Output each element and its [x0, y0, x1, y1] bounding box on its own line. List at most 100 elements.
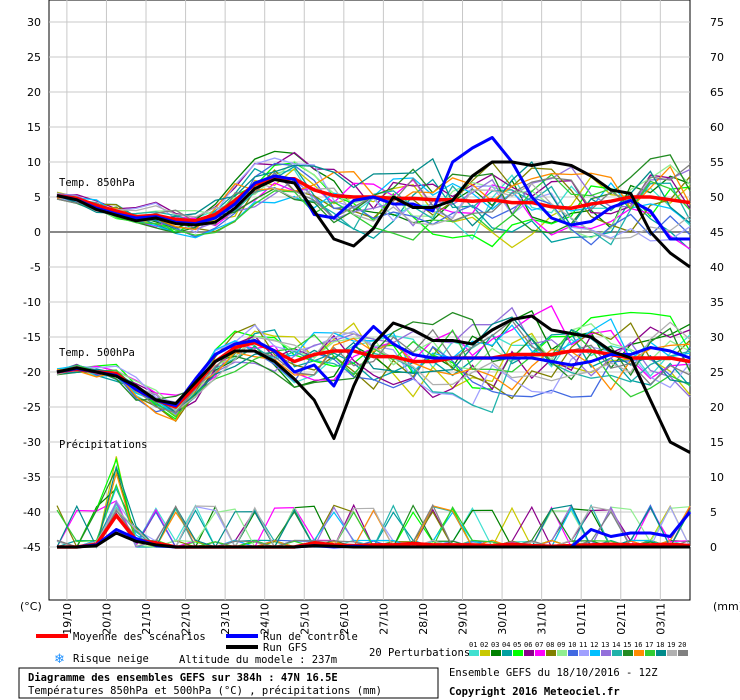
perturbation-number: 16 — [634, 641, 642, 649]
perturbation-number: 11 — [579, 641, 587, 649]
chart-title: Diagramme des ensembles GEFS sur 384h : … — [28, 672, 338, 684]
perturbation-number: 10 — [568, 641, 576, 649]
left-tick-label: -5 — [30, 261, 41, 274]
perturbation-number: 01 — [469, 641, 477, 649]
legend-gfs-label: Run GFS — [263, 642, 307, 654]
left-tick-label: -30 — [23, 436, 41, 449]
x-tick-label: 24/10 — [259, 603, 272, 635]
right-tick-label: 75 — [710, 16, 724, 29]
right-tick-label: 70 — [710, 51, 724, 64]
perturbation-swatch — [535, 650, 545, 656]
main-series-lines — [56, 136, 692, 549]
legend-snow-label: Risque neige — [73, 653, 149, 665]
copyright: Copyright 2016 Meteociel.fr — [449, 686, 620, 698]
perturbation-swatch — [469, 650, 479, 656]
precip-label: Précipitations — [59, 439, 148, 451]
x-tick-label: 25/10 — [298, 603, 311, 635]
perturbation-swatch — [513, 650, 523, 656]
left-tick-label: -40 — [23, 506, 41, 519]
title-box — [18, 667, 439, 699]
right-unit: (mm) — [713, 600, 740, 613]
left-tick-label: -35 — [23, 471, 41, 484]
right-tick-label: 60 — [710, 121, 724, 134]
t850-label: Temp. 850hPa — [59, 177, 135, 189]
x-tick-label: 26/10 — [338, 603, 351, 635]
right-tick-label: 25 — [710, 366, 724, 379]
left-tick-label: -15 — [23, 331, 41, 344]
perturbation-line — [56, 180, 691, 240]
series-line-t850 — [56, 160, 691, 269]
right-tick-label: 5 — [710, 506, 717, 519]
x-tick-label: 27/10 — [377, 603, 390, 635]
perturbation-number: 14 — [612, 641, 620, 649]
perturbation-number: 04 — [502, 641, 510, 649]
perturbation-number: 07 — [535, 641, 543, 649]
perturbation-line — [56, 165, 691, 251]
x-tick-label: 19/10 — [61, 603, 74, 635]
right-tick-label: 15 — [710, 436, 724, 449]
perturbation-swatch — [480, 650, 490, 656]
legend-control-label: Run de contrôle — [263, 631, 358, 643]
x-tick-label: 22/10 — [180, 603, 193, 635]
right-tick-label: 55 — [710, 156, 724, 169]
right-tick-label: 40 — [710, 261, 724, 274]
perturbation-swatch — [656, 650, 666, 656]
perturbation-line — [56, 340, 691, 413]
legend: Moyenne des scénarios Run de contrôle Ru… — [36, 631, 688, 667]
perturbation-swatch — [524, 650, 534, 656]
right-tick-label: 20 — [710, 401, 724, 414]
perturbation-number: 20 — [678, 641, 686, 649]
left-tick-label: 30 — [27, 16, 41, 29]
series-line-precip — [57, 531, 690, 549]
chart-subtitle: Températures 850hPa et 500hPa (°C) , pré… — [28, 685, 382, 697]
left-tick-label: 5 — [34, 191, 41, 204]
perturbation-swatch — [546, 650, 556, 656]
left-tick-label: 25 — [27, 51, 41, 64]
left-tick-label: -20 — [23, 366, 41, 379]
perturbation-number: 09 — [557, 641, 565, 649]
perturbation-number: 06 — [524, 641, 532, 649]
plot-frame — [48, 0, 691, 601]
perturbation-swatch — [612, 650, 622, 656]
perturbation-number: 08 — [546, 641, 554, 649]
perturbation-swatch — [623, 650, 633, 656]
right-tick-label: 0 — [710, 541, 717, 554]
altitude-label: Altitude du modele : 237m — [179, 654, 337, 666]
perturbation-number: 13 — [601, 641, 609, 649]
x-tick-label: 01/11 — [575, 603, 588, 635]
snowflake-icon: ❄ — [54, 652, 65, 667]
x-tick-label: 02/11 — [615, 603, 628, 635]
perturbation-swatch — [634, 650, 644, 656]
perturbation-number: 17 — [645, 641, 653, 649]
perturbation-swatch — [667, 650, 677, 656]
perturbation-number: 18 — [656, 641, 664, 649]
perturbation-swatch — [557, 650, 567, 656]
perturbation-swatch — [491, 650, 501, 656]
perturbation-number: 12 — [590, 641, 598, 649]
perturbation-line — [56, 319, 691, 414]
series-line-t500 — [56, 314, 691, 454]
right-tick-label: 65 — [710, 86, 724, 99]
perturbation-number: 03 — [491, 641, 499, 649]
x-tick-label: 03/11 — [654, 603, 667, 635]
perturbation-number: 02 — [480, 641, 488, 649]
x-axis-labels: 19/10 20/10 21/10 22/10 23/10 24/10 25/10 26/10… — [61, 603, 667, 635]
perturbation-legend: 01 02 03 04 05 06 07 08 09 10 11 12 13 14 15 16 17 18 19 20 — [469, 641, 688, 656]
right-tick-label: 10 — [710, 471, 724, 484]
perturbation-line — [56, 323, 691, 410]
perturbation-swatch — [678, 650, 688, 656]
x-tick-label: 29/10 — [457, 603, 470, 635]
perturbation-swatch — [645, 650, 655, 656]
perturbation-line — [56, 337, 691, 422]
perturbation-swatch — [502, 650, 512, 656]
ensemble-info: Ensemble GEFS du 18/10/2016 - 12Z — [449, 667, 658, 679]
x-tick-label: 23/10 — [219, 603, 232, 635]
right-tick-label: 30 — [710, 331, 724, 344]
x-tick-label: 21/10 — [140, 603, 153, 635]
x-tick-label: 28/10 — [417, 603, 430, 635]
left-tick-label: 15 — [27, 121, 41, 134]
t500-label: Temp. 500hPa — [59, 347, 135, 359]
left-unit: (°C) — [20, 600, 42, 613]
perturbation-line — [56, 162, 691, 246]
